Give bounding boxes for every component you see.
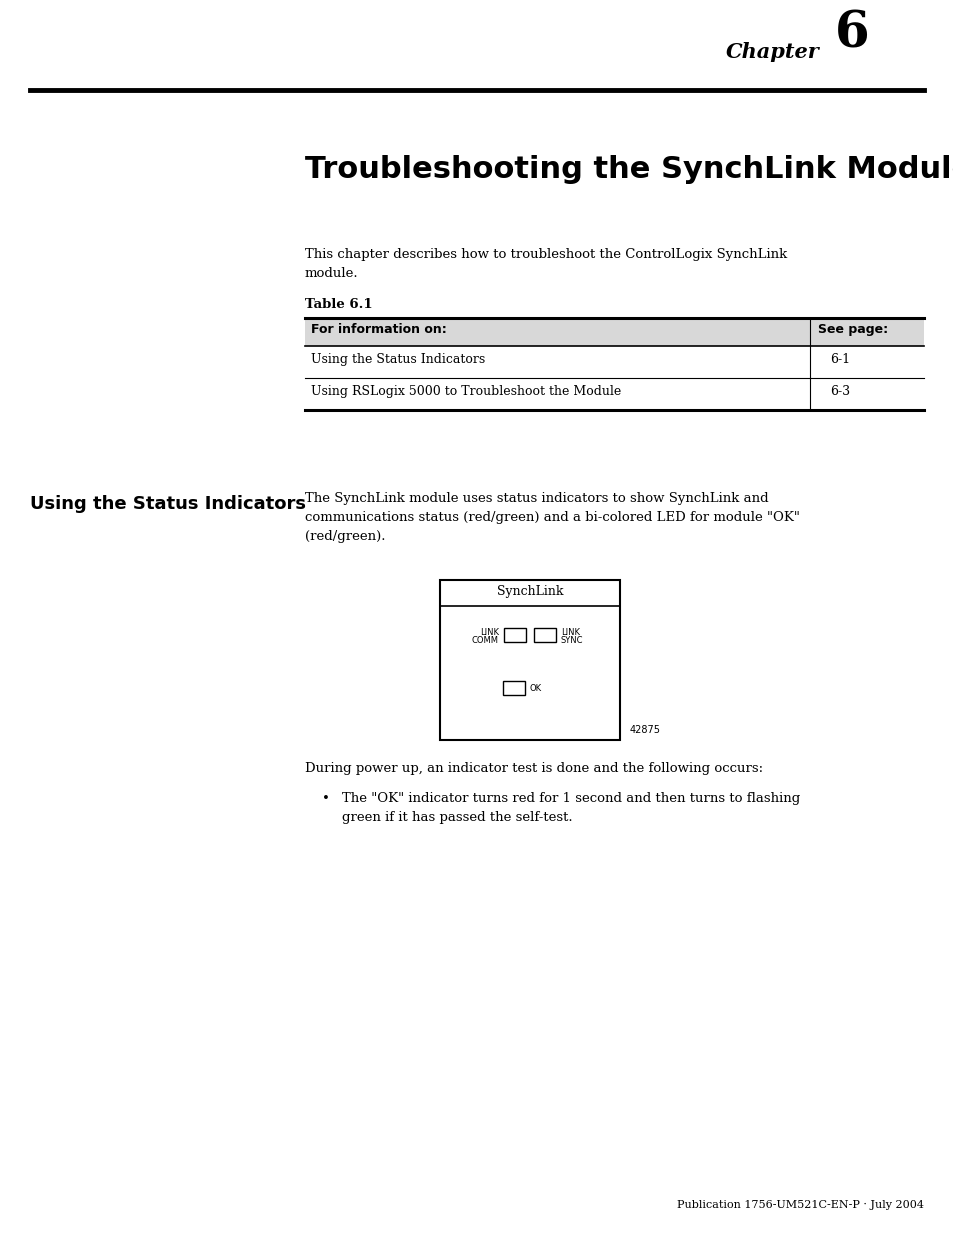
Text: Using the Status Indicators: Using the Status Indicators xyxy=(311,353,485,366)
Text: SYNC: SYNC xyxy=(560,636,583,645)
Text: SynchLink: SynchLink xyxy=(497,585,562,598)
Text: For information on:: For information on: xyxy=(311,324,446,336)
Text: Chapter: Chapter xyxy=(725,42,820,62)
Text: During power up, an indicator test is done and the following occurs:: During power up, an indicator test is do… xyxy=(305,762,762,776)
Text: This chapter describes how to troubleshoot the ControlLogix SynchLink
module.: This chapter describes how to troublesho… xyxy=(305,248,786,280)
Text: Table 6.1: Table 6.1 xyxy=(305,298,373,311)
Bar xyxy=(305,317,923,346)
Text: LINK: LINK xyxy=(479,629,498,637)
Text: 6-1: 6-1 xyxy=(829,353,849,366)
Text: •: • xyxy=(322,792,330,805)
Text: Troubleshooting the SynchLink Module: Troubleshooting the SynchLink Module xyxy=(305,156,953,184)
Text: 6-3: 6-3 xyxy=(829,385,849,398)
Text: 42875: 42875 xyxy=(629,725,660,735)
Text: The "OK" indicator turns red for 1 second and then turns to flashing
green if it: The "OK" indicator turns red for 1 secon… xyxy=(341,792,800,824)
Text: 6: 6 xyxy=(835,10,869,59)
Bar xyxy=(439,580,619,740)
Text: COMM: COMM xyxy=(472,636,498,645)
Text: Publication 1756-UM521C-EN-P · July 2004: Publication 1756-UM521C-EN-P · July 2004 xyxy=(677,1200,923,1210)
Bar xyxy=(503,629,525,642)
Text: The SynchLink module uses status indicators to show SynchLink and
communications: The SynchLink module uses status indicat… xyxy=(305,492,799,543)
Bar xyxy=(534,629,556,642)
Text: OK: OK xyxy=(530,684,541,693)
Bar xyxy=(502,680,524,695)
Text: Using the Status Indicators: Using the Status Indicators xyxy=(30,495,306,513)
Text: LINK: LINK xyxy=(560,629,579,637)
Text: See page:: See page: xyxy=(817,324,887,336)
Text: Using RSLogix 5000 to Troubleshoot the Module: Using RSLogix 5000 to Troubleshoot the M… xyxy=(311,385,620,398)
